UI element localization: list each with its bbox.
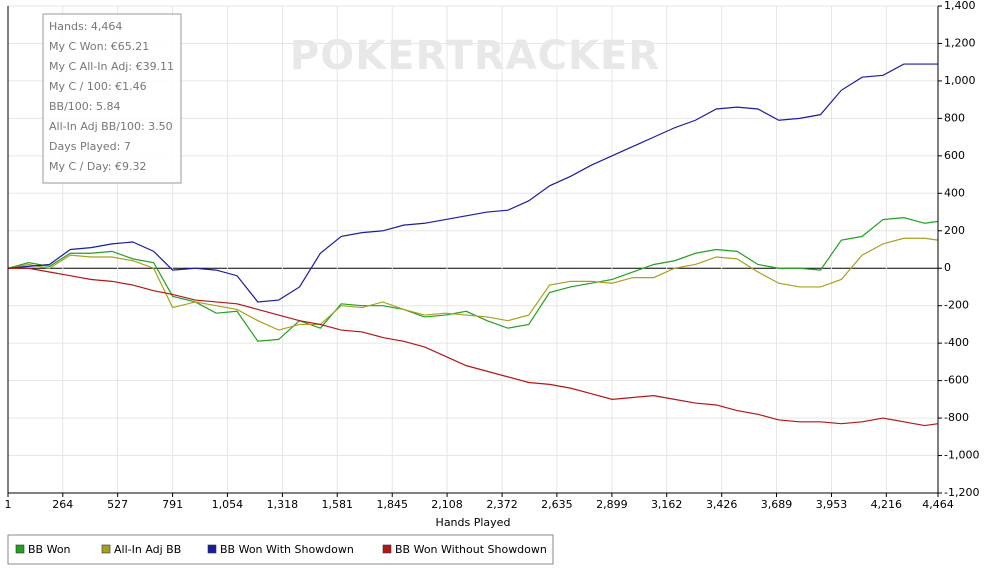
y-tick-label: 200: [944, 224, 965, 237]
x-tick-label: 1,581: [321, 498, 353, 511]
y-tick-label: 0: [944, 261, 951, 274]
x-tick-label: 2,899: [596, 498, 628, 511]
legend-swatch: [382, 544, 392, 554]
stat-line: Hands: 4,464: [49, 20, 122, 33]
x-tick-label: 1: [5, 498, 12, 511]
y-tick-label: -200: [944, 299, 969, 312]
legend-label: All-In Adj BB: [114, 543, 181, 556]
legend: BB Won All-In Adj BB BB Won With Showdown B…: [15, 543, 547, 556]
series-line: [7, 63, 938, 303]
series-line: [8, 267, 939, 427]
x-tick-label: 3,426: [706, 498, 738, 511]
y-tick-label: -1,000: [944, 449, 979, 462]
x-axis-label: Hands Played: [436, 516, 511, 529]
x-tick-label: 264: [52, 498, 73, 511]
y-tick-label: -1,200: [944, 486, 979, 499]
x-tick-label: 527: [107, 498, 128, 511]
x-tick-label: 2,372: [486, 498, 518, 511]
stat-line: My C / 100: €1.46: [49, 80, 147, 93]
x-tick-label: 1,054: [212, 498, 244, 511]
stats: Hands: 4,464 My C Won: €65.21 My C All-In …: [49, 20, 174, 173]
x-tick-label: 4,216: [871, 498, 903, 511]
lines: [7, 63, 939, 427]
stat-line: My C All-In Adj: €39.11: [49, 60, 174, 73]
stat-line: All-In Adj BB/100: 3.50: [49, 120, 173, 133]
legend-label: BB Won With Showdown: [220, 543, 354, 556]
y-tick-label: -400: [944, 336, 969, 349]
stat-line: BB/100: 5.84: [49, 100, 121, 113]
stats-box: [42, 13, 182, 184]
x-tick-label: 4,464: [922, 498, 954, 511]
axes: 1,400 1,200 1,000 800 600 400 200 0 -200 -400 -600…: [5, 0, 980, 511]
watermark: POKERTRACKER: [290, 33, 660, 79]
legend-label: BB Won Without Showdown: [395, 543, 547, 556]
x-tick-label: 1,318: [267, 498, 299, 511]
y-tick-label: -800: [944, 411, 969, 424]
y-tick-label: 600: [944, 149, 965, 162]
x-tick-label: 3,953: [816, 498, 848, 511]
legend-box: [7, 534, 554, 565]
stat-line: Days Played: 7: [49, 140, 131, 153]
series-line: [7, 237, 939, 331]
x-tick-label: 2,635: [541, 498, 573, 511]
y-tick-label: 1,400: [944, 0, 976, 12]
legend-swatch: [15, 544, 25, 554]
x-tick-label: 3,162: [651, 498, 683, 511]
stat-line: My C / Day: €9.32: [49, 160, 147, 173]
x-tick-label: 2,108: [431, 498, 463, 511]
y-tick-label: -600: [944, 374, 969, 387]
legend-swatch: [101, 544, 111, 554]
x-tick-label: 791: [162, 498, 183, 511]
y-tick-label: 1,000: [944, 74, 976, 87]
stat-line: My C Won: €65.21: [49, 40, 149, 53]
legend-label: BB Won: [28, 543, 71, 556]
x-tick-label: 3,689: [761, 498, 793, 511]
y-tick-label: 800: [944, 111, 965, 124]
y-tick-label: 1,200: [944, 36, 976, 49]
y-tick-label: 400: [944, 186, 965, 199]
x-tick-label: 1,845: [377, 498, 409, 511]
legend-swatch: [207, 544, 217, 554]
